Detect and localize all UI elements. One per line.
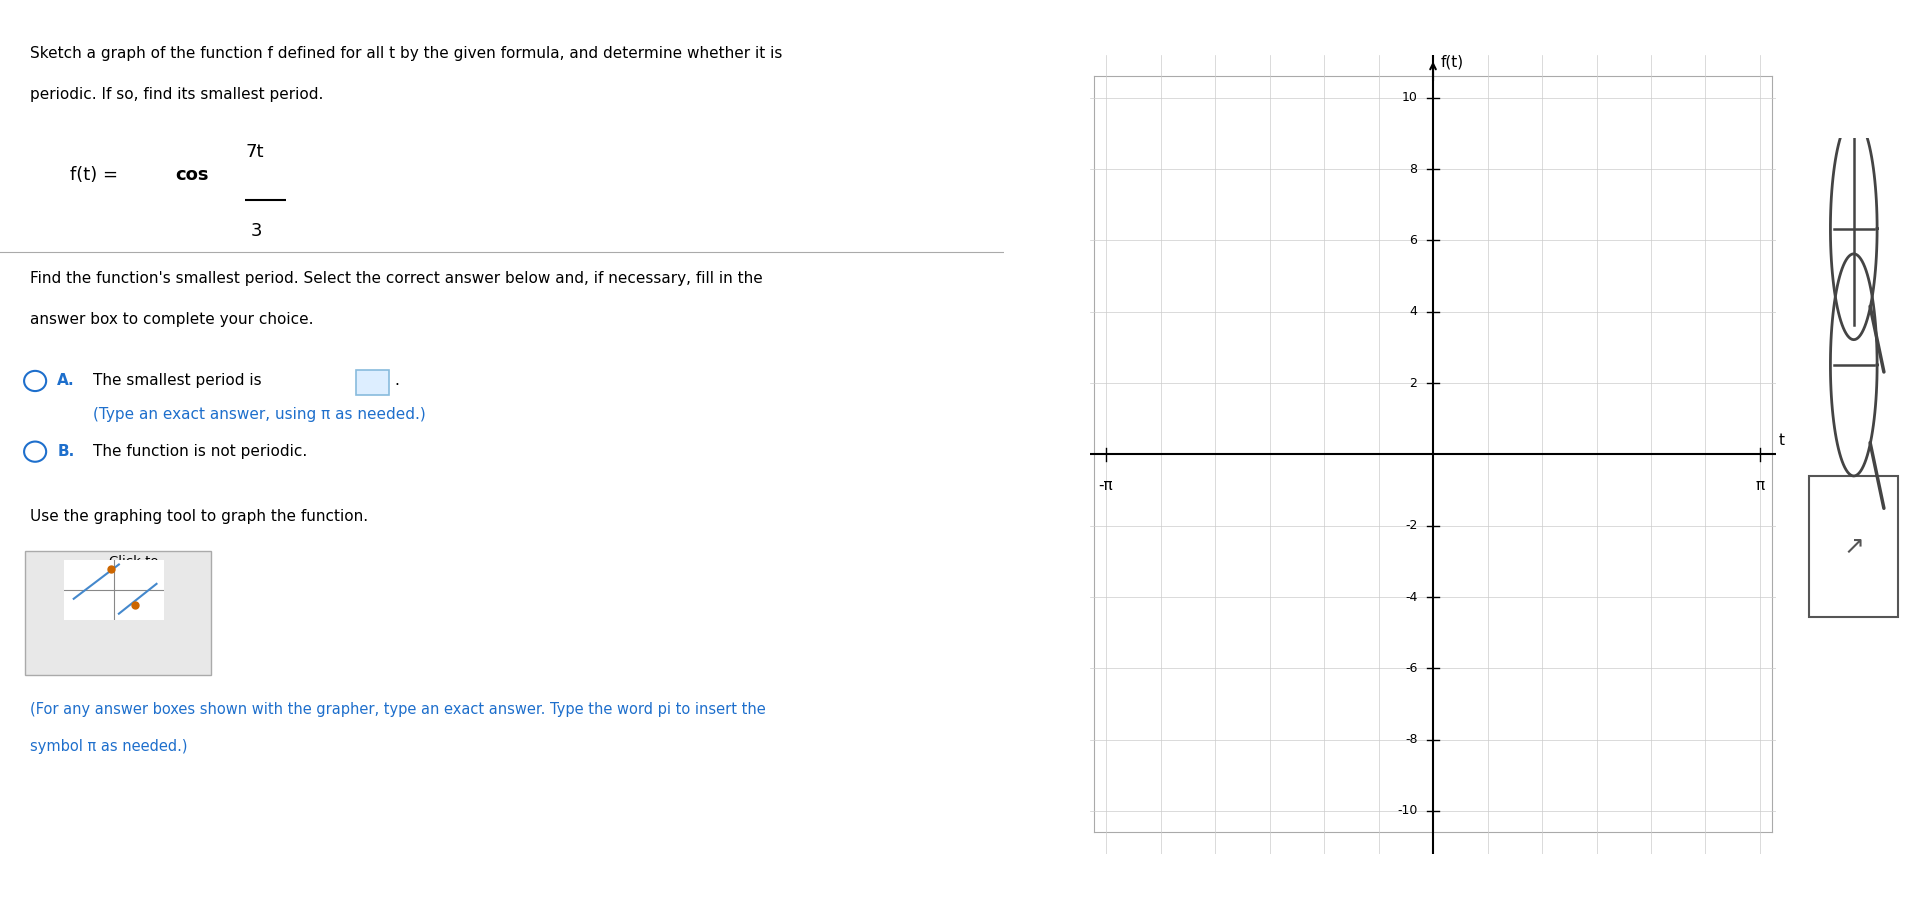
Text: The function is not periodic.: The function is not periodic. <box>93 444 307 459</box>
Text: π: π <box>1756 477 1764 493</box>
Text: Find the function's smallest period. Select the correct answer below and, if nec: Find the function's smallest period. Sel… <box>31 271 762 285</box>
FancyBboxPatch shape <box>25 551 210 675</box>
Text: The smallest period is: The smallest period is <box>93 374 262 388</box>
Text: periodic. If so, find its smallest period.: periodic. If so, find its smallest perio… <box>31 87 324 102</box>
Text: 6: 6 <box>1409 234 1417 247</box>
Text: -10: -10 <box>1397 804 1417 817</box>
Text: f(t): f(t) <box>1440 54 1463 70</box>
Text: symbol π as needed.): symbol π as needed.) <box>31 739 187 754</box>
Text: cos: cos <box>176 165 208 184</box>
FancyBboxPatch shape <box>357 370 390 395</box>
Text: ↗: ↗ <box>1843 534 1864 559</box>
Text: Use the graphing tool to graph the function.: Use the graphing tool to graph the funct… <box>31 509 369 524</box>
Text: Click to
enlarge
graph: Click to enlarge graph <box>108 554 158 602</box>
Text: (For any answer boxes shown with the grapher, type an exact answer. Type the wor: (For any answer boxes shown with the gra… <box>31 702 766 717</box>
Text: 3: 3 <box>251 222 262 241</box>
Text: 7t: 7t <box>245 142 264 161</box>
Text: -8: -8 <box>1405 733 1417 746</box>
Text: 10: 10 <box>1401 92 1417 105</box>
Text: 4: 4 <box>1409 306 1417 319</box>
Text: -4: -4 <box>1405 590 1417 603</box>
Text: 8: 8 <box>1409 162 1417 175</box>
Text: -π: -π <box>1098 477 1114 493</box>
Text: t: t <box>1779 432 1785 448</box>
Text: answer box to complete your choice.: answer box to complete your choice. <box>31 312 313 327</box>
Text: (Type an exact answer, using π as needed.): (Type an exact answer, using π as needed… <box>93 408 427 422</box>
Text: -2: -2 <box>1405 520 1417 532</box>
Text: .: . <box>394 374 400 388</box>
Text: f(t) =: f(t) = <box>69 165 124 184</box>
Text: Sketch a graph of the function f defined for all t by the given formula, and det: Sketch a graph of the function f defined… <box>31 46 782 61</box>
Text: 2: 2 <box>1409 376 1417 389</box>
Text: A.: A. <box>58 374 75 388</box>
Text: -6: -6 <box>1405 662 1417 675</box>
FancyBboxPatch shape <box>1808 476 1899 617</box>
Text: B.: B. <box>58 444 75 459</box>
